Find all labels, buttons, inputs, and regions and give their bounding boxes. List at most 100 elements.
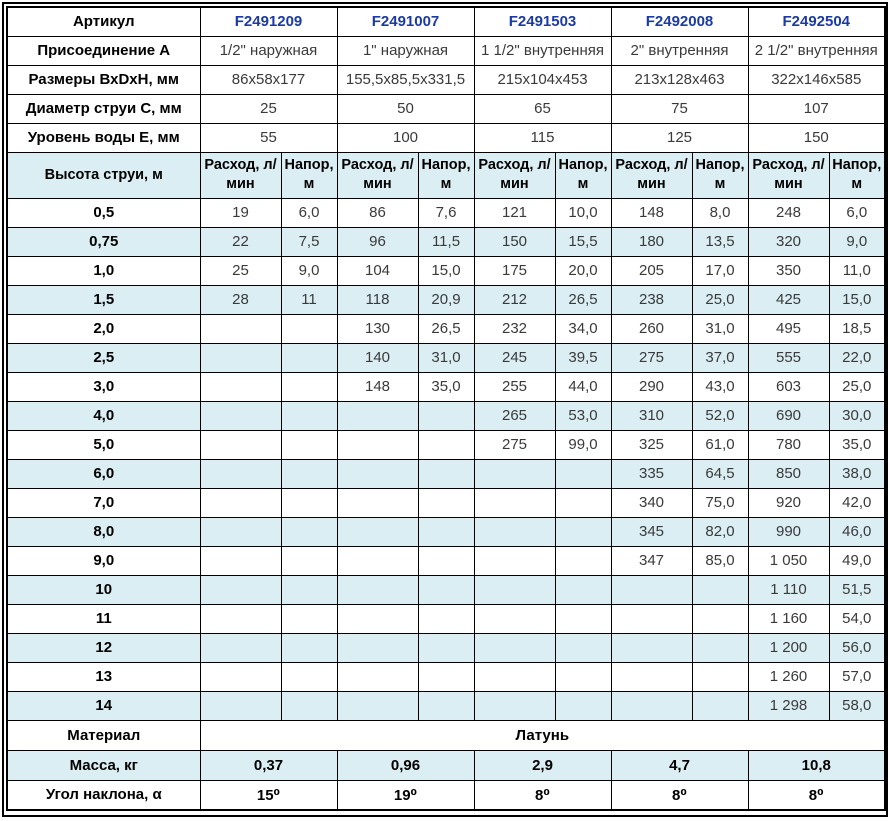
- head-value: 53,0: [554, 400, 612, 431]
- flow-value: 121: [473, 197, 556, 228]
- head-value: 39,5: [554, 342, 612, 373]
- flow-value: [199, 458, 282, 489]
- flow-value: 1 200: [747, 632, 830, 663]
- flow-value: [336, 603, 419, 634]
- head-value: [554, 487, 612, 518]
- head-value: [554, 632, 612, 663]
- jet-height-value: 4,0: [6, 400, 201, 431]
- flow-value: 340: [610, 487, 693, 518]
- flow-value: [199, 661, 282, 692]
- head-value: [280, 458, 338, 489]
- flow-value: [473, 661, 556, 692]
- head-value: [280, 545, 338, 576]
- head-value: 51,5: [828, 574, 886, 605]
- flow-value: 86: [336, 197, 419, 228]
- head-value: [691, 661, 749, 692]
- head-value: [691, 603, 749, 634]
- head-value: 25,0: [691, 284, 749, 315]
- water-level-value: 100: [336, 122, 475, 153]
- head-value: 42,0: [828, 487, 886, 518]
- connection-value: 2 1/2" внутренняя: [747, 35, 886, 66]
- flow-value: 232: [473, 313, 556, 344]
- article-number: F2491503: [473, 6, 612, 37]
- flow-value: 1 160: [747, 603, 830, 634]
- dimensions-value: 215х104х453: [473, 64, 612, 95]
- head-value: 37,0: [691, 342, 749, 373]
- article-row: Артикул F2491209 F2491007 F2491503 F2492…: [6, 6, 886, 37]
- flow-value: [199, 574, 282, 605]
- angle-value: 8⁰: [610, 779, 749, 811]
- water-level-value: 150: [747, 122, 886, 153]
- flow-value: [610, 661, 693, 692]
- head-value: 18,5: [828, 313, 886, 344]
- flow-value: 22: [199, 226, 282, 257]
- angle-row: Угол наклона, α 15⁰ 19⁰ 8⁰ 8⁰ 8⁰: [6, 779, 886, 811]
- jet-height-header: Высота струи, м: [6, 151, 201, 199]
- flow-value: 245: [473, 342, 556, 373]
- flow-value: 850: [747, 458, 830, 489]
- flow-value: 1 260: [747, 661, 830, 692]
- table-row: 2,5 140 31,0 245 39,5 275 37,0 555 22,0: [6, 342, 886, 373]
- flow-value: 425: [747, 284, 830, 315]
- table-row: 0,75 22 7,5 96 11,5 150 15,5 180 13,5 320 9,0: [6, 226, 886, 257]
- jet-height-value: 1,5: [6, 284, 201, 315]
- mass-row: Масса, кг 0,37 0,96 2,9 4,7 10,8: [6, 749, 886, 781]
- jet-height-value: 3,0: [6, 371, 201, 402]
- flow-value: 1 050: [747, 545, 830, 576]
- flow-header: Расход, л/мин: [610, 151, 693, 199]
- head-value: [417, 487, 475, 518]
- water-level-value: 125: [610, 122, 749, 153]
- flow-value: [199, 313, 282, 344]
- flow-value: [473, 458, 556, 489]
- head-value: 22,0: [828, 342, 886, 373]
- table-row: 11 1 160 54,0: [6, 603, 886, 634]
- flow-value: [336, 487, 419, 518]
- connection-value: 1" наружная: [336, 35, 475, 66]
- head-value: [554, 603, 612, 634]
- head-value: [280, 429, 338, 460]
- dimensions-value: 86х58х177: [199, 64, 338, 95]
- table-row: 10 1 110 51,5: [6, 574, 886, 605]
- mass-value: 4,7: [610, 749, 749, 781]
- table-row: 0,5 19 6,0 86 7,6 121 10,0 148 8,0 248 6,0: [6, 197, 886, 228]
- head-value: 38,0: [828, 458, 886, 489]
- head-value: 85,0: [691, 545, 749, 576]
- nozzle-spec-table: Артикул F2491209 F2491007 F2491503 F2492…: [6, 6, 886, 811]
- table-row: 14 1 298 58,0: [6, 690, 886, 721]
- flow-value: 320: [747, 226, 830, 257]
- flow-value: [473, 603, 556, 634]
- flow-value: [199, 371, 282, 402]
- jet-height-value: 2,0: [6, 313, 201, 344]
- connection-row: Присоединение А 1/2" наружная 1" наружна…: [6, 35, 886, 66]
- head-value: 75,0: [691, 487, 749, 518]
- flow-value: 248: [747, 197, 830, 228]
- head-header: Напор, м: [417, 151, 475, 199]
- flow-value: [336, 690, 419, 721]
- water-level-row: Уровень воды Е, мм 55 100 115 125 150: [6, 122, 886, 153]
- flow-value: 275: [610, 342, 693, 373]
- head-value: 15,5: [554, 226, 612, 257]
- dimensions-row: Размеры ВхDхН, мм 86х58х177 155,5х85,5х3…: [6, 64, 886, 95]
- flow-value: [473, 545, 556, 576]
- flow-value: [199, 603, 282, 634]
- flow-value: 555: [747, 342, 830, 373]
- dimensions-label: Размеры ВхDхН, мм: [6, 64, 201, 95]
- head-header: Напор, м: [280, 151, 338, 199]
- head-value: 35,0: [828, 429, 886, 460]
- connection-label: Присоединение А: [6, 35, 201, 66]
- mass-value: 0,37: [199, 749, 338, 781]
- head-value: [691, 690, 749, 721]
- head-value: [280, 661, 338, 692]
- head-value: [280, 632, 338, 663]
- article-number: F2492008: [610, 6, 749, 37]
- angle-value: 8⁰: [747, 779, 886, 811]
- flow-value: 603: [747, 371, 830, 402]
- flow-value: 104: [336, 255, 419, 286]
- flow-value: [610, 690, 693, 721]
- flow-value: 175: [473, 255, 556, 286]
- head-value: [554, 458, 612, 489]
- head-value: 49,0: [828, 545, 886, 576]
- jet-diameter-value: 75: [610, 93, 749, 124]
- head-value: 15,0: [828, 284, 886, 315]
